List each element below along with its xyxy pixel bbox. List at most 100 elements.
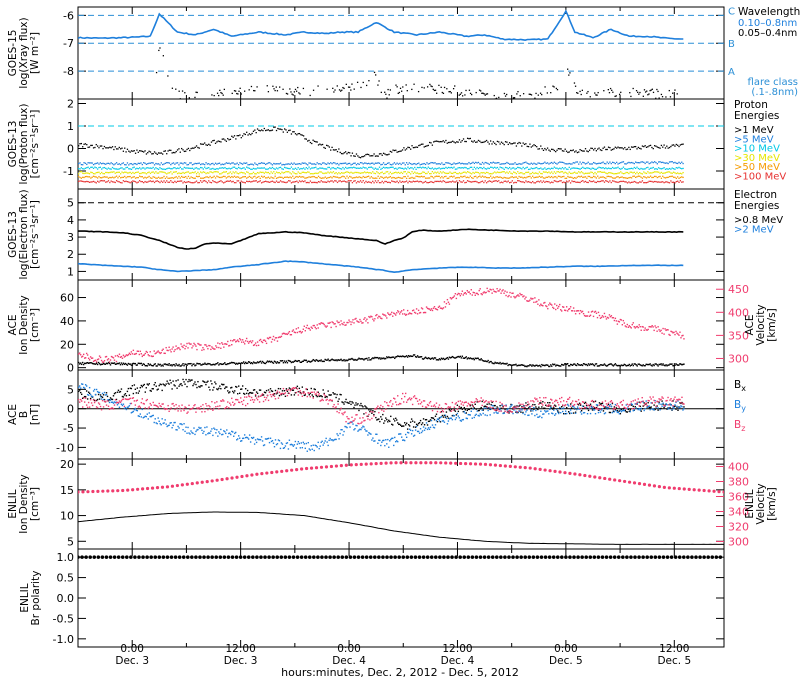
- data-point: [293, 168, 295, 170]
- data-point: [591, 171, 593, 174]
- y-tick-label: 3: [67, 231, 74, 244]
- data-point: [121, 182, 123, 184]
- data-point: [286, 333, 289, 336]
- data-point: [613, 148, 615, 150]
- data-point: [129, 171, 131, 174]
- data-point: [391, 166, 393, 168]
- data-point: [206, 381, 208, 383]
- data-point: [259, 167, 261, 169]
- data-point: [78, 353, 80, 355]
- data-point: [244, 182, 246, 184]
- data-point: [278, 128, 280, 130]
- data-point: [550, 303, 552, 305]
- data-point: [101, 180, 103, 182]
- data-point: [164, 172, 167, 174]
- data-point: [500, 141, 503, 143]
- data-point: [414, 166, 416, 169]
- data-point: [559, 171, 561, 174]
- data-point: [673, 406, 675, 408]
- data-point: [344, 324, 346, 326]
- data-point: [670, 180, 672, 182]
- data-point: [458, 167, 461, 169]
- data-point: [283, 390, 286, 392]
- data-point: [553, 161, 555, 163]
- data-point: [400, 167, 402, 170]
- data-point: [269, 162, 271, 164]
- data-point: [504, 177, 507, 179]
- data-point: [163, 175, 165, 178]
- data-point: [622, 319, 625, 322]
- data-point: [332, 162, 335, 164]
- data-point: [103, 163, 106, 165]
- data-point: [475, 91, 477, 94]
- data-point: [377, 317, 379, 319]
- data-point: [521, 176, 523, 178]
- data-point: [197, 146, 199, 149]
- data-point: [514, 171, 516, 174]
- data-point: [95, 399, 98, 402]
- data-point: [678, 177, 680, 180]
- data-point: [542, 171, 545, 173]
- data-point: [359, 180, 362, 182]
- data-point: [617, 176, 619, 178]
- data-point: [661, 332, 663, 334]
- data-point: [663, 144, 665, 146]
- data-point: [395, 356, 397, 358]
- data-point: [251, 168, 253, 170]
- data-point: [191, 147, 194, 149]
- data-point: [239, 177, 241, 179]
- data-point: [420, 423, 423, 426]
- data-point: [238, 340, 240, 343]
- data-point: [622, 180, 625, 182]
- data-point: [637, 173, 640, 175]
- data-point: [173, 350, 175, 353]
- data-point: [592, 175, 595, 178]
- data-point: [510, 364, 512, 366]
- data-point: [406, 90, 408, 92]
- data-point: [420, 181, 423, 183]
- data-point: [463, 357, 466, 359]
- data-point: [86, 398, 89, 400]
- data-point: [490, 403, 492, 406]
- data-point: [149, 363, 151, 365]
- data-point: [176, 167, 179, 169]
- data-point: [652, 176, 654, 179]
- data-point: [171, 348, 173, 350]
- data-point: [163, 384, 165, 386]
- data-point: [248, 164, 251, 166]
- data-point: [174, 180, 176, 183]
- data-point: [363, 413, 365, 415]
- data-point: [399, 87, 402, 89]
- data-point: [621, 172, 623, 174]
- data-point: [248, 133, 251, 135]
- data-point: [550, 181, 553, 183]
- data-point: [92, 172, 95, 175]
- data-point: [276, 392, 279, 394]
- series--10-MeV: [78, 166, 684, 171]
- data-point: [640, 148, 642, 150]
- data-point: [670, 161, 672, 163]
- data-point: [327, 171, 329, 173]
- data-point: [377, 172, 379, 174]
- data-point: [342, 180, 344, 182]
- legend-entry: >50 MeV: [734, 162, 780, 173]
- data-point: [667, 329, 669, 331]
- data-point: [232, 340, 234, 342]
- data-point: [437, 175, 439, 178]
- data-point: [548, 167, 550, 170]
- data-point: [656, 146, 658, 148]
- data-point: [229, 138, 232, 140]
- data-point: [605, 180, 607, 182]
- data-point: [614, 167, 616, 169]
- data-point: [643, 161, 645, 164]
- data-point: [123, 356, 126, 358]
- data-point: [114, 392, 117, 394]
- data-point: [635, 181, 637, 183]
- data-point: [429, 141, 431, 144]
- data-point: [499, 288, 501, 291]
- data-point: [221, 92, 223, 95]
- series--50-MeV: [78, 175, 684, 180]
- data-point: [578, 175, 580, 178]
- data-point: [310, 360, 312, 363]
- data-point: [380, 416, 382, 418]
